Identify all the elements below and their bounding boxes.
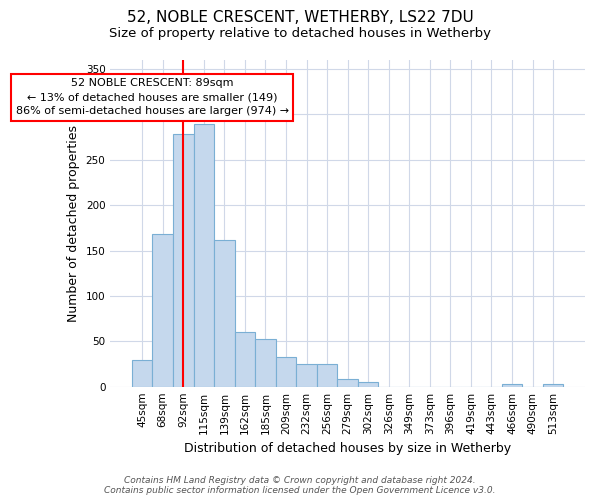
Bar bbox=[276, 356, 296, 386]
Text: 52, NOBLE CRESCENT, WETHERBY, LS22 7DU: 52, NOBLE CRESCENT, WETHERBY, LS22 7DU bbox=[127, 10, 473, 25]
Bar bbox=[255, 338, 276, 386]
Text: Size of property relative to detached houses in Wetherby: Size of property relative to detached ho… bbox=[109, 28, 491, 40]
X-axis label: Distribution of detached houses by size in Wetherby: Distribution of detached houses by size … bbox=[184, 442, 511, 455]
Bar bbox=[502, 384, 523, 386]
Bar bbox=[358, 382, 379, 386]
Bar bbox=[214, 240, 235, 386]
Bar bbox=[317, 364, 337, 386]
Bar bbox=[173, 134, 194, 386]
Bar bbox=[152, 234, 173, 386]
Bar bbox=[132, 360, 152, 386]
Bar bbox=[235, 332, 255, 386]
Text: 52 NOBLE CRESCENT: 89sqm
← 13% of detached houses are smaller (149)
86% of semi-: 52 NOBLE CRESCENT: 89sqm ← 13% of detach… bbox=[16, 78, 289, 116]
Text: Contains HM Land Registry data © Crown copyright and database right 2024.
Contai: Contains HM Land Registry data © Crown c… bbox=[104, 476, 496, 495]
Bar bbox=[194, 124, 214, 386]
Bar bbox=[543, 384, 563, 386]
Bar bbox=[337, 378, 358, 386]
Y-axis label: Number of detached properties: Number of detached properties bbox=[67, 125, 80, 322]
Bar bbox=[296, 364, 317, 386]
